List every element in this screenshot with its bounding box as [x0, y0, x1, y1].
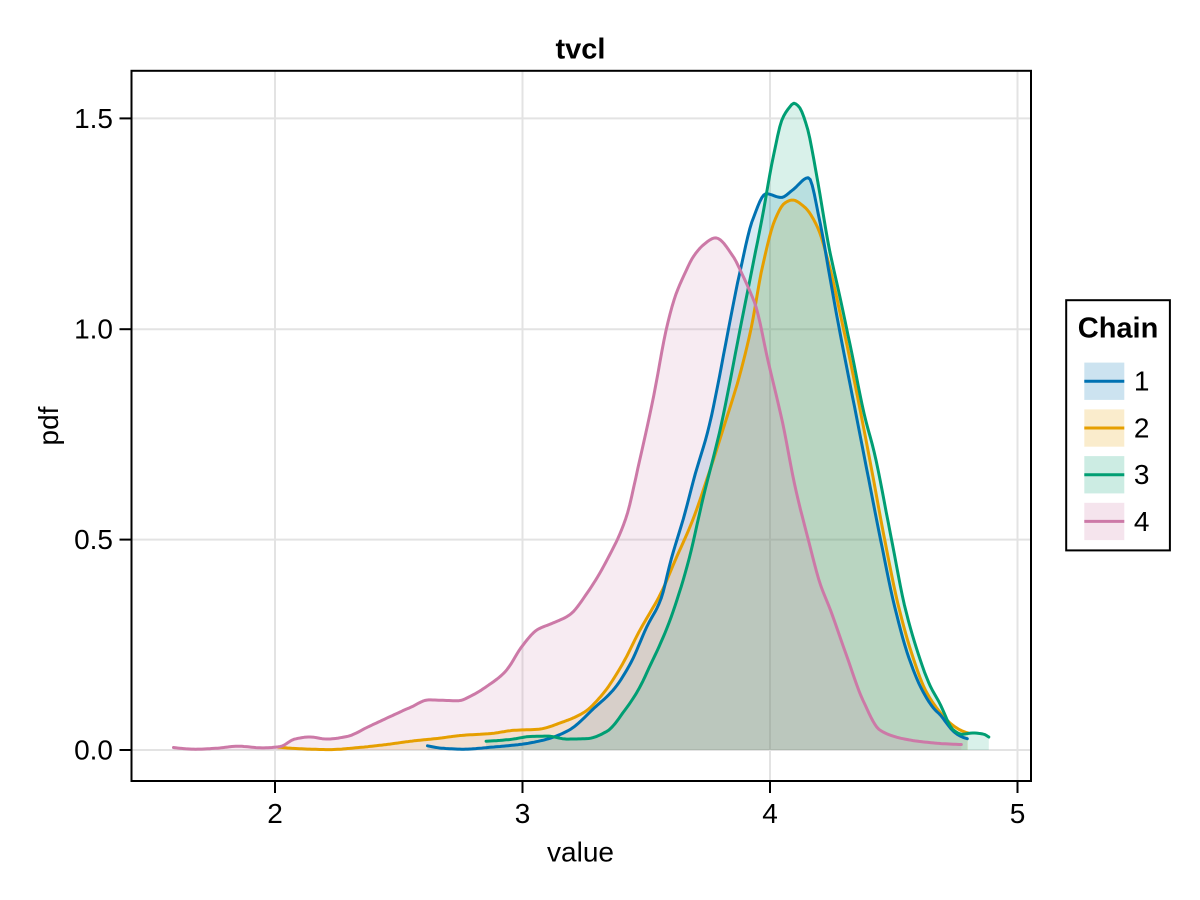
svg-text:3: 3 [515, 798, 531, 829]
svg-text:0.5: 0.5 [74, 524, 113, 555]
svg-text:4: 4 [762, 798, 778, 829]
svg-text:2: 2 [1134, 413, 1150, 444]
svg-text:pdf: pdf [33, 406, 64, 445]
svg-text:1.0: 1.0 [74, 314, 113, 345]
svg-text:0.0: 0.0 [74, 735, 113, 766]
svg-text:value: value [547, 837, 614, 868]
svg-text:Chain: Chain [1078, 313, 1159, 345]
svg-text:1.5: 1.5 [74, 103, 113, 134]
svg-text:tvcl: tvcl [556, 34, 606, 66]
svg-text:4: 4 [1134, 506, 1150, 537]
svg-text:1: 1 [1134, 366, 1150, 397]
svg-text:2: 2 [267, 798, 283, 829]
svg-text:5: 5 [1010, 798, 1026, 829]
svg-text:3: 3 [1134, 459, 1150, 490]
